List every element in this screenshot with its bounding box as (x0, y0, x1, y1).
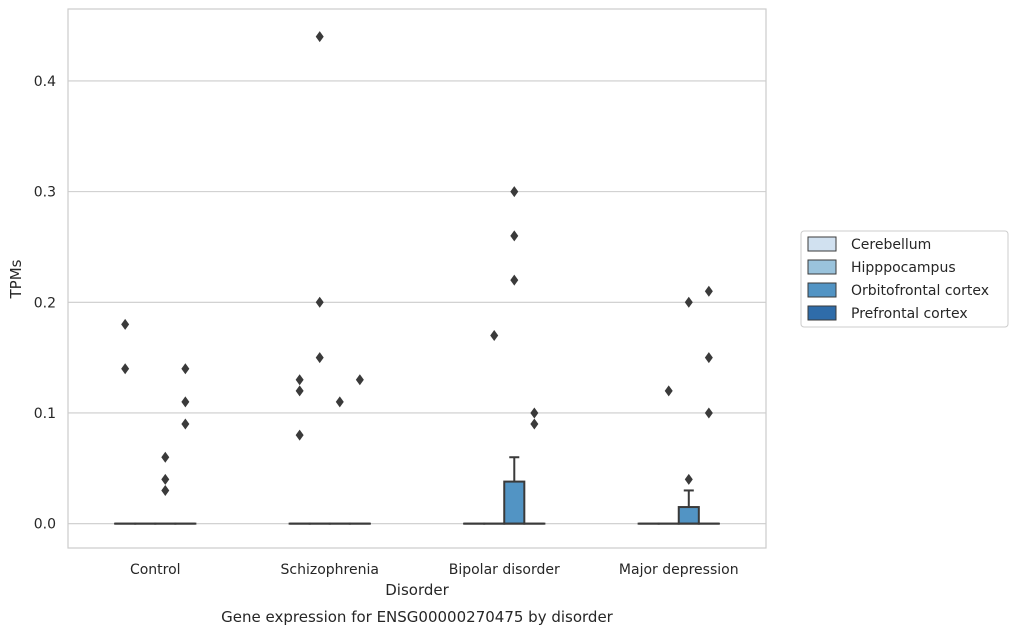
outlier-marker (335, 396, 344, 408)
outlier-marker (530, 418, 539, 430)
y-tick-labels: 0.0 0.1 0.2 0.3 0.4 (34, 74, 56, 533)
outlier-marker (161, 484, 170, 496)
y-tick-label: 0.0 (34, 517, 56, 533)
x-tick-label: Bipolar disorder (449, 562, 560, 578)
outlier-marker (355, 374, 364, 386)
outlier-marker (530, 407, 539, 419)
outlier-marker (315, 296, 324, 308)
outlier-marker (684, 473, 693, 485)
x-tick-labels: Control Schizophrenia Bipolar disorder Majo… (130, 562, 739, 578)
legend-frame (800, 230, 1009, 328)
outlier-marker (315, 352, 324, 364)
legend-swatch (807, 305, 837, 321)
outlier-marker (121, 363, 130, 375)
x-tick-label: Schizophrenia (281, 562, 379, 578)
outlier-marker (684, 296, 693, 308)
outlier-marker (295, 429, 304, 441)
outlier-marker (181, 418, 190, 430)
outlier-marker (510, 186, 519, 198)
outlier-marker (181, 396, 190, 408)
y-tick-label: 0.4 (34, 74, 56, 90)
outlier-marker (295, 374, 304, 386)
y-tick-label: 0.1 (34, 406, 56, 422)
grid-layer (68, 80, 766, 525)
legend-label: Orbitofrontal cortex (851, 283, 989, 299)
legend: Cerebellum Hipppocampus Orbitofrontal cort… (800, 230, 1009, 328)
outlier-marker (181, 363, 190, 375)
y-axis-label: TPMs (7, 259, 25, 299)
outlier-marker (295, 385, 304, 397)
legend-label: Cerebellum (851, 237, 931, 253)
outlier-marker (121, 318, 130, 330)
box-orbitofrontal-cortex (503, 456, 526, 525)
y-tick-label: 0.2 (34, 295, 56, 311)
outlier-marker (704, 407, 713, 419)
outlier-marker (704, 352, 713, 364)
x-tick-label: Control (130, 562, 181, 578)
legend-label: Hipppocampus (851, 260, 956, 276)
outlier-marker (315, 31, 324, 43)
outlier-marker (510, 230, 519, 242)
outlier-marker (161, 451, 170, 463)
outlier-marker (161, 473, 170, 485)
x-axis-label: Disorder (385, 581, 449, 599)
legend-swatch (807, 236, 837, 252)
legend-swatch (807, 259, 837, 275)
legend-label: Prefrontal cortex (851, 306, 968, 322)
outlier-marker (490, 329, 499, 341)
x-tick-label: Major depression (619, 562, 739, 578)
legend-swatch (807, 282, 837, 298)
box-body (503, 480, 526, 525)
box-orbitofrontal-cortex (677, 489, 700, 525)
box-body (677, 506, 700, 525)
outlier-marker (704, 285, 713, 297)
y-tick-label: 0.3 (34, 185, 56, 201)
chart-title: Gene expression for ENSG00000270475 by d… (221, 608, 614, 626)
boxes-layer (114, 456, 720, 525)
outlier-marker (664, 385, 673, 397)
outliers-layer (121, 31, 713, 496)
outlier-marker (510, 274, 519, 286)
plot-frame (67, 8, 767, 549)
